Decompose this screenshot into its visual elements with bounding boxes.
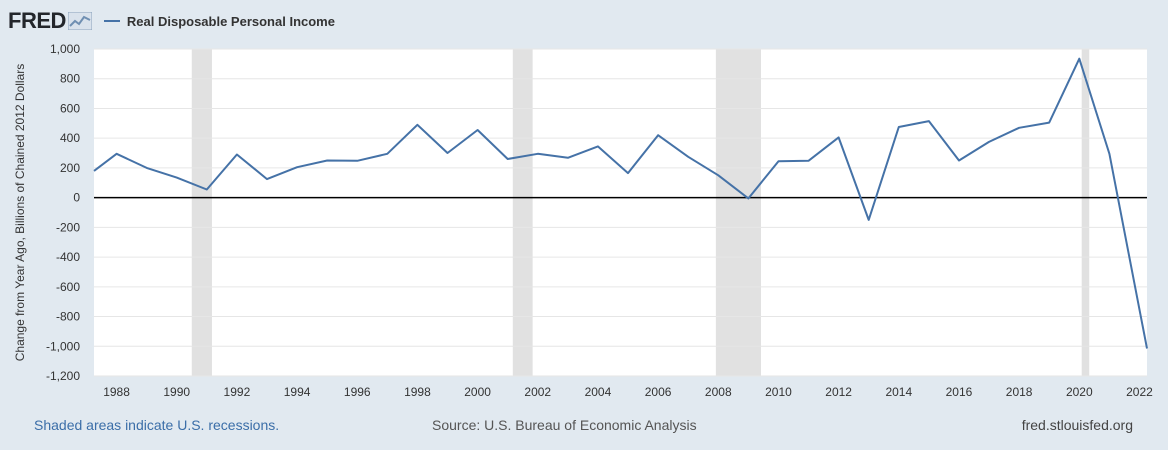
recession-band [191, 49, 212, 376]
series-line-real-disposable-personal-income[interactable] [93, 57, 1148, 349]
x-tick-label: 1996 [344, 385, 371, 399]
y-tick-label: 800 [60, 72, 80, 86]
recession-bands [191, 49, 1090, 376]
x-tick-label: 2016 [946, 385, 973, 399]
y-tick-label: 1,000 [50, 42, 80, 56]
y-tick-label: -1,000 [46, 339, 80, 353]
x-tick-label: 1988 [103, 385, 130, 399]
chart-header: FRED Real Disposable Personal Income [8, 6, 335, 36]
y-axis-ticks: -1,200 -1,000 -800 -600 -400 -200 0 200 400 600 80… [46, 42, 80, 383]
x-tick-label: 2004 [585, 385, 612, 399]
x-tick-label: 2012 [825, 385, 852, 399]
x-tick-label: 2022 [1126, 385, 1153, 399]
fred-logo[interactable]: FRED [8, 8, 66, 33]
recession-note: Shaded areas indicate U.S. recessions. [34, 417, 280, 433]
chart-legend[interactable]: Real Disposable Personal Income [103, 13, 335, 29]
x-tick-label: 1994 [284, 385, 311, 399]
x-tick-label: 2002 [524, 385, 551, 399]
y-tick-label: 600 [60, 101, 80, 115]
website-link[interactable]: fred.stlouisfed.org [1021, 417, 1133, 433]
y-tick-label: -200 [56, 220, 80, 234]
x-axis-ticks: 1988 1990 1992 1994 1996 1998 2000 2002 2004 2006… [103, 385, 1153, 399]
y-tick-label: -600 [56, 280, 80, 294]
y-tick-label: 400 [60, 131, 80, 145]
x-tick-label: 2010 [765, 385, 792, 399]
source-note: Source: U.S. Bureau of Economic Analysis [432, 417, 697, 433]
y-axis-label: Change from Year Ago, Billions of Chaine… [13, 64, 27, 362]
x-tick-label: 2018 [1006, 385, 1033, 399]
recession-band [512, 49, 533, 376]
y-tick-label: 0 [73, 191, 80, 205]
y-tick-label: -800 [56, 310, 80, 324]
x-tick-label: 1990 [163, 385, 190, 399]
x-tick-label: 2008 [705, 385, 732, 399]
x-tick-label: 1998 [404, 385, 431, 399]
plot-area [94, 49, 1147, 376]
grid-lines [94, 48, 1147, 377]
legend-label: Real Disposable Personal Income [126, 13, 335, 29]
y-tick-label: 200 [60, 161, 80, 175]
x-tick-label: 2020 [1066, 385, 1093, 399]
x-tick-label: 2000 [464, 385, 491, 399]
x-tick-label: 1992 [224, 385, 251, 399]
x-tick-label: 2006 [645, 385, 672, 399]
chart[interactable]: -1,200 -1,000 -800 -600 -400 -200 0 200 400 600 80… [0, 0, 1168, 410]
y-tick-label: -400 [56, 250, 80, 264]
recession-band [715, 49, 762, 376]
y-tick-label: -1,200 [46, 369, 80, 383]
fred-graph-icon [67, 12, 92, 30]
x-tick-label: 2014 [885, 385, 912, 399]
legend-swatch [103, 20, 120, 22]
recession-band [1081, 49, 1090, 376]
